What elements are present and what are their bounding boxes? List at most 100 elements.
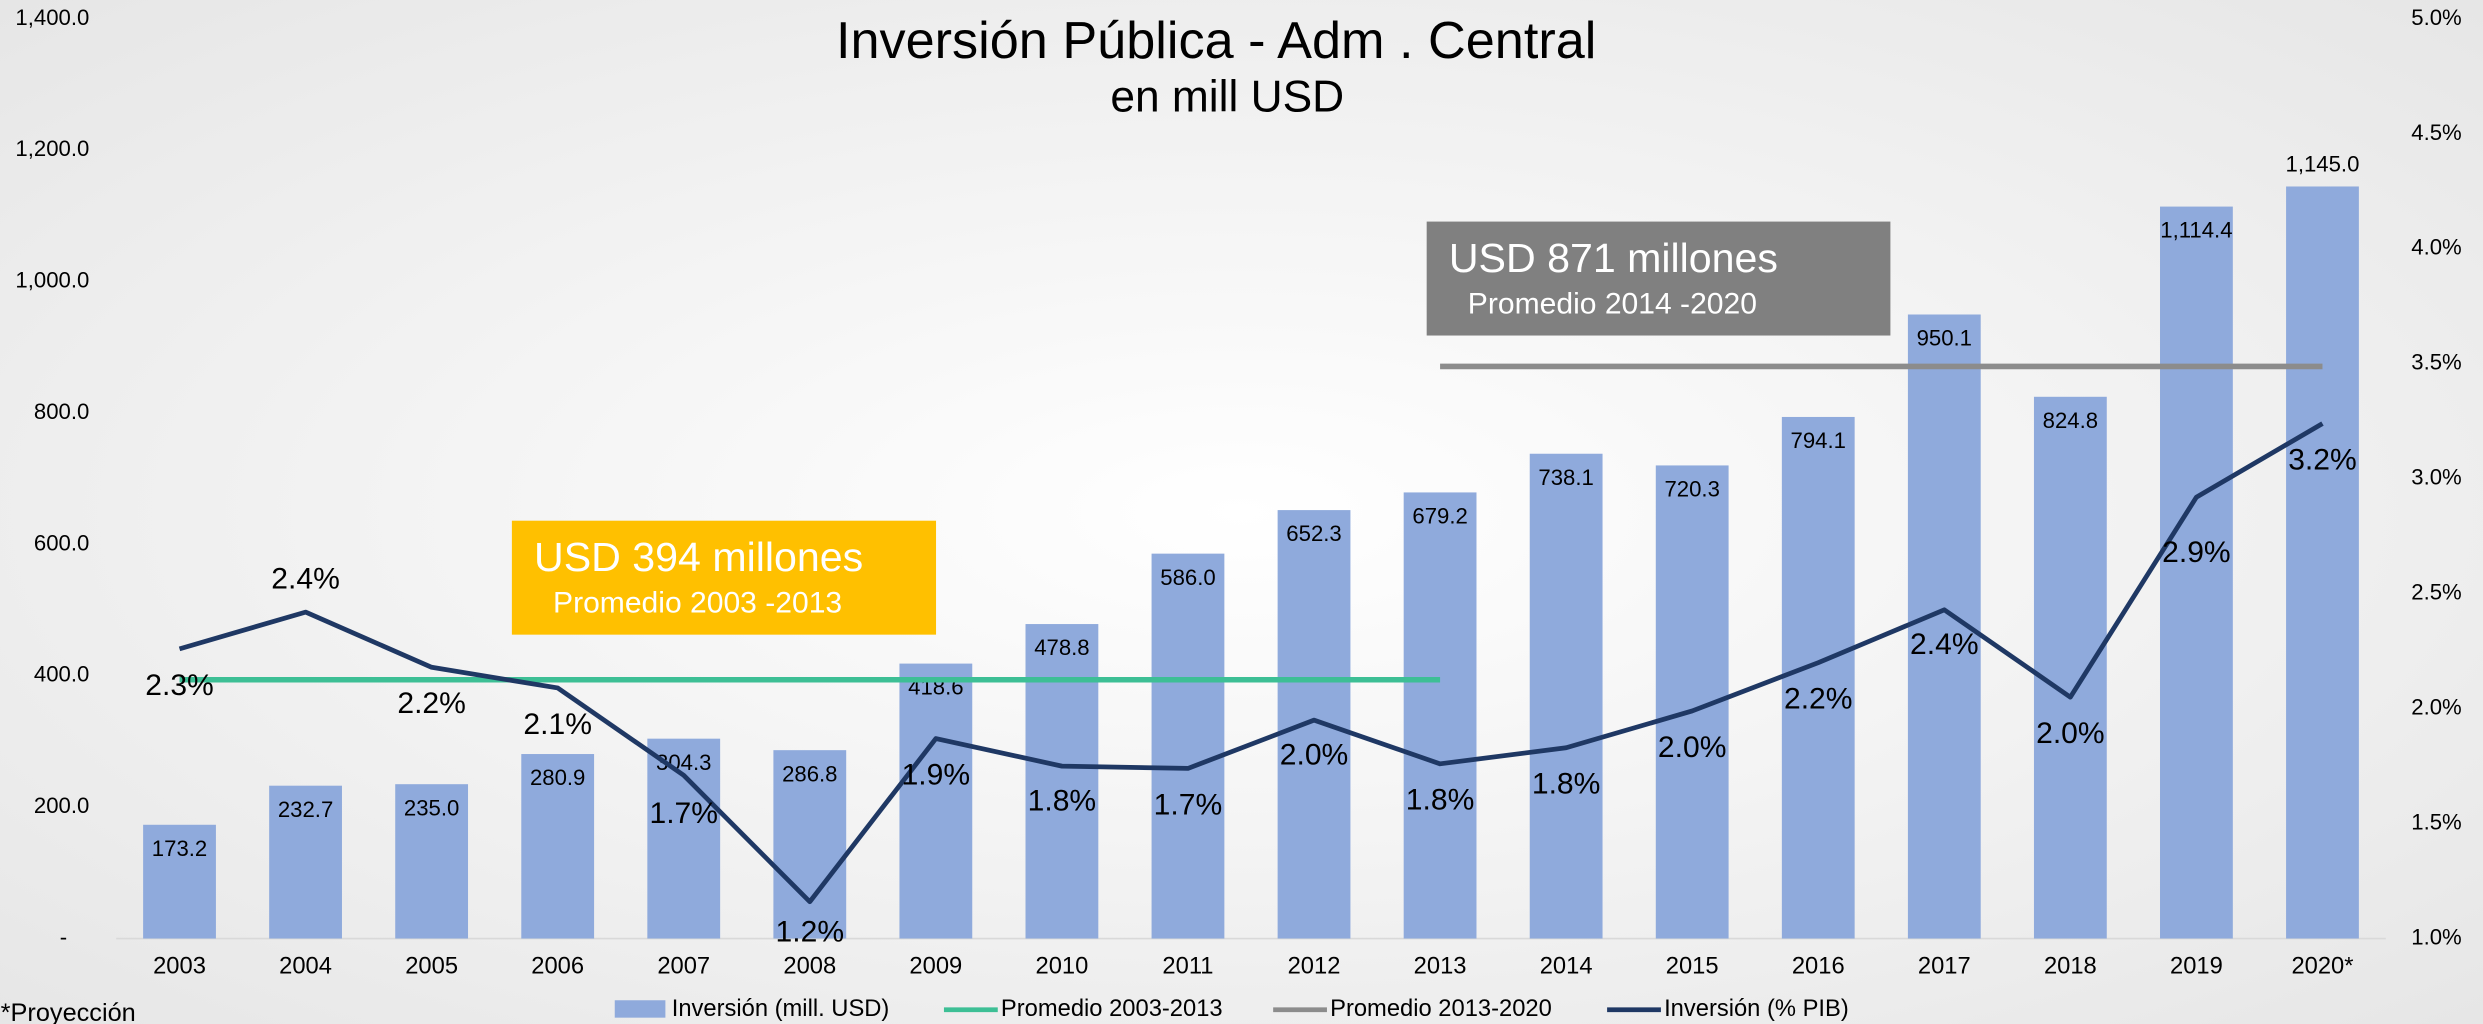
x-tick-label: 2015 — [1666, 953, 1719, 979]
bar — [2160, 206, 2233, 939]
bar — [1529, 453, 1603, 939]
x-tick-label: 2009 — [909, 953, 962, 979]
line — [178, 421, 2324, 905]
bar-label: 235.0 — [404, 795, 459, 820]
legend-label: Inversión (mill. USD) — [672, 996, 890, 1022]
y-tick-label: 600.0 — [34, 530, 89, 555]
line-label: 2.1% — [523, 708, 592, 741]
bar — [1781, 416, 1855, 939]
line-label: 1.2% — [776, 915, 845, 948]
bar — [521, 754, 595, 939]
y2-tick-label: 1.5% — [2411, 809, 2461, 834]
y2-tick-label: 4.0% — [2411, 235, 2461, 260]
bar-label: 286.8 — [782, 761, 837, 786]
y2-tick-label: 3.0% — [2411, 465, 2461, 490]
bar-label: 478.8 — [1034, 635, 1089, 660]
line-label: 2.2% — [397, 687, 466, 720]
annotation-text: USD 394 millones — [534, 534, 863, 580]
bar-label: 950.1 — [1917, 326, 1972, 351]
bar-label: 738.1 — [1538, 465, 1593, 490]
line-label: 1.9% — [902, 758, 971, 791]
y-tick-label: 1,000.0 — [15, 268, 89, 293]
line-label: 2.2% — [1784, 683, 1853, 716]
bar — [773, 750, 847, 939]
bar — [395, 784, 469, 939]
x-tick-label: 2011 — [1162, 953, 1213, 979]
bar-label: 720.3 — [1664, 477, 1719, 502]
line-label: 1.7% — [1154, 788, 1223, 821]
x-tick-label: 2014 — [1540, 953, 1593, 979]
bar — [1025, 624, 1099, 939]
y-tick-label: - — [60, 924, 67, 949]
bar-label: 1,114.4 — [2160, 218, 2232, 243]
x-tick-label: 2013 — [1414, 953, 1467, 979]
x-tick-label: 2003 — [153, 953, 206, 979]
line-label: 2.0% — [1658, 731, 1727, 764]
legend-label: Inversión (% PIB) — [1664, 996, 1849, 1022]
legend-swatch — [614, 1000, 666, 1018]
bar-label: 679.2 — [1412, 504, 1467, 529]
legend-label: Promedio 2003-2013 — [1001, 996, 1223, 1022]
chart-subtitle: en mill USD — [1110, 72, 1344, 121]
x-tick-label: 2018 — [2044, 953, 2097, 979]
y2-tick-label: 1.0% — [2411, 924, 2461, 949]
x-tick-label: 2004 — [279, 953, 332, 979]
bar — [899, 663, 973, 939]
bar-label: 280.9 — [530, 765, 585, 790]
y2-tick-label: 3.5% — [2411, 350, 2461, 375]
y-tick-label: 1,200.0 — [15, 136, 89, 161]
bar-label: 173.2 — [152, 836, 207, 861]
bar-label: 824.8 — [2043, 408, 2098, 433]
line-label: 2.9% — [2162, 536, 2231, 569]
y2-tick-label: 2.5% — [2411, 580, 2461, 605]
x-tick-label: 2016 — [1792, 953, 1845, 979]
bar — [2033, 396, 2107, 939]
x-tick-label: 2017 — [1918, 953, 1971, 979]
bar — [269, 785, 342, 939]
bar — [647, 738, 721, 939]
bar-label: 1,145.0 — [2286, 152, 2360, 177]
x-tick-label: 2010 — [1036, 953, 1089, 979]
line-label: 2.4% — [271, 562, 340, 595]
annotation-subtext: Promedio 2003 -2013 — [553, 587, 842, 620]
annotation-text: USD 871 millones — [1449, 235, 1778, 281]
line-label: 3.2% — [2288, 444, 2357, 477]
bar — [1403, 492, 1477, 939]
line-label: 1.8% — [1532, 768, 1601, 801]
line-label: 2.3% — [145, 669, 214, 702]
x-tick-label: 2008 — [783, 953, 836, 979]
x-tick-label: 2020* — [2291, 953, 2353, 979]
annotation-subtext: Promedio 2014 -2020 — [1468, 287, 1757, 320]
y-tick-label: 200.0 — [34, 793, 89, 818]
legend-label: Promedio 2013-2020 — [1330, 996, 1552, 1022]
x-tick-label: 2012 — [1288, 953, 1341, 979]
y2-tick-label: 5.0% — [2411, 5, 2461, 30]
line-label: 2.4% — [1910, 628, 1979, 661]
annotation-box — [1426, 221, 1891, 336]
bar-label: 794.1 — [1791, 428, 1846, 453]
bar — [143, 824, 216, 939]
footnote: *Proyección — [1, 999, 136, 1024]
chart-title: Inversión Pública - Adm . Central — [836, 12, 1596, 70]
y-tick-label: 1,400.0 — [15, 5, 89, 30]
line-label: 1.8% — [1028, 784, 1097, 817]
bar-label: 586.0 — [1160, 565, 1215, 590]
line-label: 2.0% — [1280, 738, 1349, 771]
bar-label: 652.3 — [1286, 521, 1341, 546]
y2-tick-label: 4.5% — [2411, 120, 2461, 145]
x-tick-label: 2019 — [2170, 953, 2223, 979]
annotation-box — [511, 520, 937, 635]
line-label: 2.0% — [2036, 717, 2105, 750]
y2-tick-label: 2.0% — [2411, 694, 2461, 719]
x-tick-label: 2006 — [531, 953, 584, 979]
y-tick-label: 400.0 — [34, 662, 89, 687]
bar-label: 232.7 — [278, 797, 333, 822]
x-tick-label: 2005 — [405, 953, 458, 979]
line-label: 1.7% — [649, 797, 718, 830]
line-label: 1.8% — [1406, 784, 1475, 817]
bar — [1151, 553, 1225, 939]
x-tick-label: 2007 — [657, 953, 710, 979]
bar — [1277, 510, 1351, 939]
